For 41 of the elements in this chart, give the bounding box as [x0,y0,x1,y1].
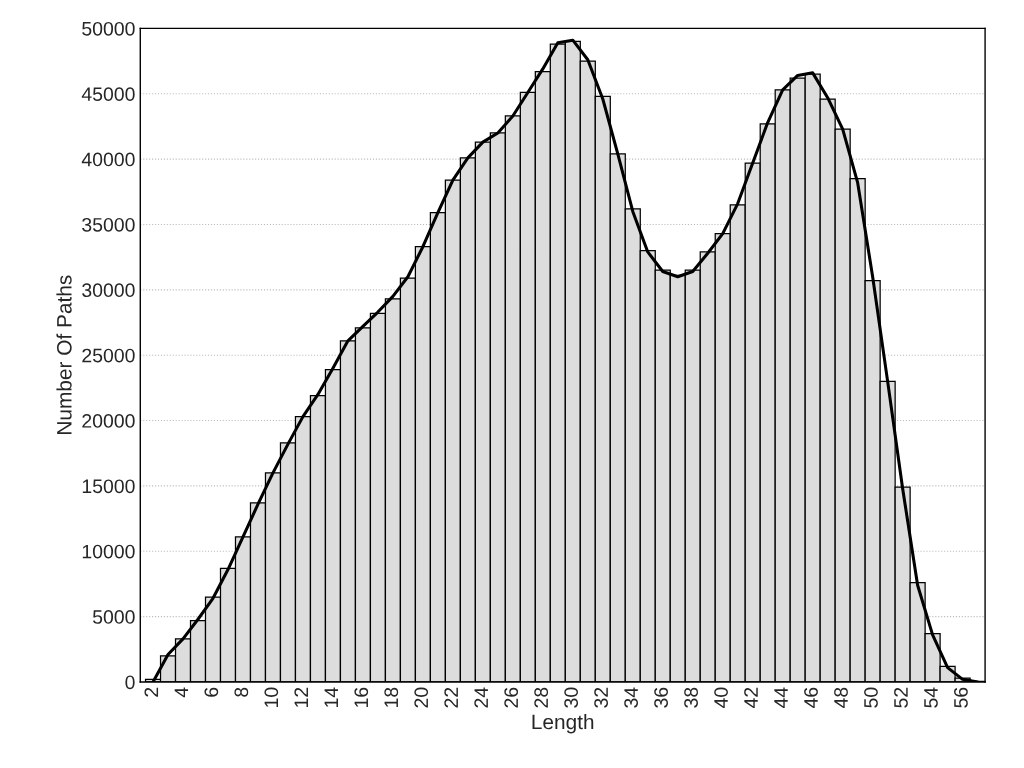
x-tick-label: 56 [954,687,968,708]
x-tick-label: 44 [774,687,788,709]
x-tick-label: 24 [474,687,488,708]
y-tick-label: 40000 [81,152,135,167]
y-tick-label: 20000 [82,414,135,428]
x-tick-label: 32 [594,687,609,708]
y-tick-label: 30000 [82,283,135,298]
x-tick-label: 20 [414,687,429,708]
x-tick-label: 6 [204,687,219,697]
x-tick-label: 42 [744,687,758,709]
x-tick-label: 38 [684,687,698,708]
x-tick-label: 4 [174,687,189,698]
x-tick-label: 8 [234,687,249,697]
x-tick-label: 16 [354,687,369,707]
x-tick-label: 12 [294,687,308,707]
x-tick-label: 54 [924,687,938,708]
x-tick-label: 18 [384,687,399,707]
x-tick-label: 10 [264,687,279,707]
x-tick-label: 52 [894,687,908,708]
x-tick-label: 40 [714,687,728,709]
x-tick-label: 14 [324,687,338,707]
y-tick-label: 45000 [81,87,135,102]
y-tick-label: 25000 [82,348,135,363]
x-tick-label: 36 [654,687,668,708]
x-tick-label: 46 [804,687,818,709]
y-tick-label: 35000 [82,217,135,232]
x-tick-label: 34 [624,687,638,708]
y-tick-label: 5000 [92,610,135,624]
x-axis-title: Length [532,714,594,734]
x-tick-label: 2 [144,687,159,697]
x-tick-label: 50 [864,687,878,708]
x-tick-label: 48 [834,687,848,709]
y-tick-label: 15000 [82,479,135,494]
x-tick-label: 30 [564,687,579,708]
x-tick-label: 28 [534,687,549,708]
y-axis-title: Number Of Paths [56,275,72,434]
x-tick-label: 26 [504,687,519,708]
y-tick-label: 0 [125,675,135,690]
y-tick-label: 50000 [82,21,135,36]
y-tick-label: 10000 [82,544,135,559]
x-tick-label: 22 [444,687,458,708]
